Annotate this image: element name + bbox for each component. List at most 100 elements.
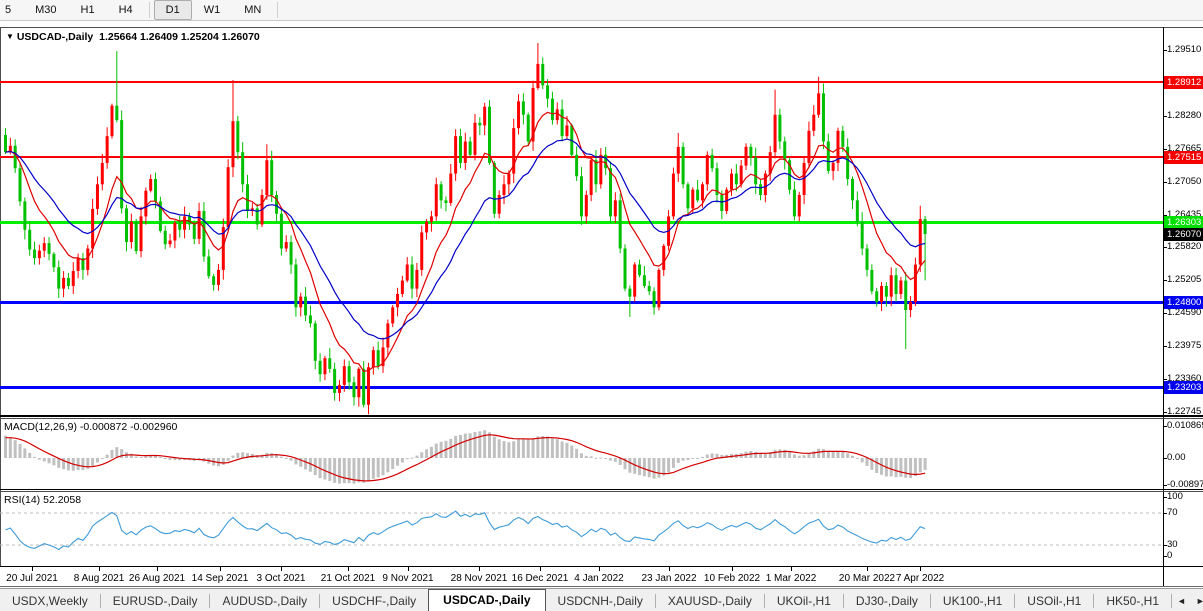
candle-body (352, 382, 356, 398)
candle-body (357, 368, 361, 398)
candle-body (918, 219, 922, 265)
macd-histogram-bar (120, 449, 124, 458)
symbol-tab-usdcnh-daily[interactable]: USDCNH-,Daily (557, 594, 643, 608)
x-axis-date-label: 26 Aug 2021 (128, 573, 186, 584)
timeframe-button-mn[interactable]: MN (244, 4, 262, 16)
chart-symbol-period: USDCAD-,Daily (16, 31, 94, 43)
symbol-tab-dj30-daily[interactable]: DJ30-,Daily (855, 594, 918, 608)
macd-histogram-bar (889, 458, 893, 477)
symbol-tab-usdchf-daily[interactable]: USDCHF-,Daily (332, 594, 417, 608)
chart-window[interactable]: ▼ USDCAD-,Daily 1.25664 1.26409 1.25204 … (0, 21, 1203, 588)
candle-body (304, 296, 308, 316)
timeframe-button-d1[interactable]: D1 (153, 0, 192, 20)
symbol-tab-usdcad-daily[interactable]: USDCAD-,Daily (428, 589, 546, 611)
x-axis-tick-mark (99, 567, 100, 571)
macd-histogram-bar (783, 449, 787, 458)
candle-body (81, 258, 85, 270)
candle-body (836, 130, 840, 163)
y-axis-tick-mark (1163, 247, 1167, 248)
ohlc-close: 1.26070 (221, 31, 260, 43)
candle-body (371, 350, 375, 368)
macd-histogram-bar (236, 452, 240, 458)
macd-histogram-bar (763, 453, 767, 458)
macd-histogram-bar (817, 448, 821, 458)
macd-histogram-bar (241, 452, 245, 458)
candle-body (236, 121, 240, 153)
macd-histogram-bar (754, 451, 758, 458)
macd-histogram-bar (275, 454, 279, 458)
macd-histogram-bar (284, 458, 288, 459)
candle-body (289, 242, 293, 265)
tab-scroll-left-icon[interactable]: ◄ (1177, 596, 1186, 606)
macd-name: MACD(12,26,9) (4, 421, 77, 433)
candle-body (628, 288, 632, 297)
indicator-axis-tick-mark (1163, 556, 1167, 557)
collapse-triangle-icon[interactable]: ▼ (6, 32, 14, 41)
candle-body (391, 307, 395, 324)
candle-body (279, 213, 283, 249)
macd-histogram-bar (579, 453, 583, 458)
macd-histogram-bar (429, 446, 433, 458)
candle-body (178, 222, 182, 230)
macd-histogram-bar (913, 458, 917, 477)
macd-histogram-bar (652, 458, 656, 479)
indicator-axis-tick-mark (1163, 545, 1167, 546)
y-axis-label: 1.26435 (1167, 209, 1202, 220)
candle-body (13, 145, 17, 169)
timeframe-button-m30[interactable]: M30 (35, 4, 57, 16)
timeframe-button-h1[interactable]: H1 (80, 4, 95, 16)
indicator-axis-tick-mark (1163, 497, 1167, 498)
macd-histogram-bar (792, 454, 796, 458)
candle-body (754, 157, 758, 185)
macd-histogram-bar (328, 458, 332, 481)
candle-body (328, 358, 332, 369)
candle-body (313, 323, 317, 361)
macd-histogram-bar (860, 458, 864, 463)
macd-histogram-bar (154, 455, 158, 458)
indicator-axis-label: -0.00897 (1167, 480, 1203, 490)
macd-histogram-bar (231, 455, 235, 458)
candle-body (720, 194, 724, 212)
symbol-tab-hk50-h1[interactable]: HK50-,H1 (1106, 594, 1159, 608)
candle-body (550, 98, 554, 121)
macd-histogram-bar (66, 458, 70, 471)
candle-body (923, 219, 927, 235)
macd-histogram-bar (700, 456, 704, 458)
macd-histogram-bar (671, 458, 675, 468)
macd-histogram-bar (458, 434, 462, 458)
candle-body (318, 360, 322, 375)
macd-histogram-bar (541, 435, 545, 458)
tab-scroll-right-icon[interactable]: ► (1191, 592, 1203, 611)
macd-histogram-bar (768, 452, 772, 458)
timeframe-button-5[interactable]: 5 (5, 4, 12, 16)
candle-body (705, 154, 709, 185)
tab-separator (842, 594, 844, 608)
candle-body (821, 93, 825, 142)
candle-body (265, 160, 269, 195)
candle-body (710, 154, 714, 169)
candle-body (154, 178, 158, 202)
x-axis-date-label: 8 Aug 2021 (73, 573, 125, 584)
candle-body (759, 184, 763, 195)
x-axis-date-label: 20 Mar 2022 (838, 573, 896, 584)
candle-body (575, 154, 579, 177)
symbol-tab-audusd-daily[interactable]: AUDUSD-,Daily (222, 594, 308, 608)
symbol-tab-uk100-h1[interactable]: UK100-,H1 (942, 594, 1003, 608)
symbol-tab-ukoil-h1[interactable]: UKOil-,H1 (776, 594, 831, 608)
macd-histogram-bar (289, 458, 293, 461)
macd-histogram-bar (904, 458, 908, 478)
symbol-tab-xauusd-daily[interactable]: XAUUSD-,Daily (667, 594, 752, 608)
macd-histogram-bar (855, 458, 859, 459)
macd-histogram-bar (57, 458, 61, 468)
symbol-tab-usoil-h1[interactable]: USOil-,H1 (1027, 594, 1082, 608)
candle-body (231, 121, 235, 168)
timeframe-button-w1[interactable]: W1 (203, 4, 221, 16)
y-axis-label: 1.25205 (1167, 274, 1202, 285)
symbol-tab-eurusd-daily[interactable]: EURUSD-,Daily (112, 594, 198, 608)
macd-histogram-bar (555, 439, 559, 458)
x-axis-date-label: 20 Jul 2021 (6, 573, 58, 584)
price-chart-canvas[interactable] (0, 21, 1203, 588)
timeframe-button-h4[interactable]: H4 (118, 4, 133, 16)
macd-histogram-bar (628, 458, 632, 473)
symbol-tab-usdx-weekly[interactable]: USDX,Weekly (12, 594, 88, 608)
